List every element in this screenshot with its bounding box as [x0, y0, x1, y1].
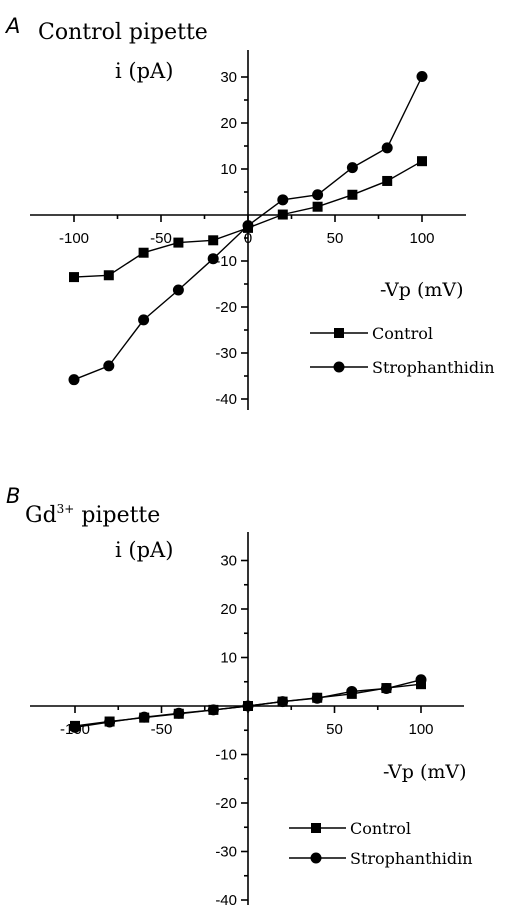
x-tick-label: 100 [408, 721, 433, 738]
y-tick-label: -30 [215, 844, 237, 861]
x-tick-label: -100 [59, 230, 89, 247]
y-tick-label: -40 [215, 391, 237, 408]
strophanthidin-point [311, 692, 323, 704]
control-point [138, 247, 149, 258]
control-point [417, 156, 427, 167]
control-point [277, 209, 288, 220]
control-point [347, 189, 358, 200]
legend-strophanthidin-marker [333, 361, 345, 373]
legend-strophanthidin-label: Strophanthidin [372, 358, 495, 377]
control-point [173, 237, 184, 248]
strophanthidin-point [103, 360, 115, 372]
strophanthidin-point [104, 716, 116, 728]
y-tick-label: 10 [220, 650, 237, 667]
strophanthidin-point [173, 707, 185, 719]
y-tick-label: -20 [215, 299, 237, 316]
panel-a-letter: A [4, 14, 20, 38]
control-point [382, 175, 393, 186]
x-tick-label: -50 [150, 230, 172, 247]
y-tick-label: 30 [220, 553, 237, 570]
y-tick-label: 10 [220, 161, 237, 178]
strophanthidin-point [242, 700, 254, 712]
y-tick-label: 30 [220, 69, 237, 86]
panel-b-title: Gd3+ pipette [25, 502, 160, 528]
panel-a-legend: Control Strophanthidin [310, 324, 495, 377]
strophanthidin-point [69, 721, 81, 733]
panel-b-title-rest: pipette [74, 503, 160, 528]
panel-a-y-axis-label: i (pA) [115, 59, 173, 83]
panel-a: A Control pipette i (pA) -Vp (mV) -100 -5… [4, 14, 495, 410]
x-tick-label: 50 [326, 721, 343, 738]
y-tick-label: -10 [215, 747, 237, 764]
strophanthidin-point [277, 696, 289, 708]
panel-a-title: Control pipette [38, 20, 208, 45]
control-point [103, 270, 114, 281]
panel-b-title-superscript: 3+ [57, 502, 75, 516]
panel-b-letter: B [6, 484, 20, 508]
strophanthidin-point [381, 142, 393, 154]
y-tick-label: 20 [220, 601, 237, 618]
control-point [208, 235, 219, 246]
strophanthidin-point [415, 674, 427, 686]
strophanthidin-point [416, 71, 428, 83]
x-tick-label: 100 [409, 230, 434, 247]
panel-b-y-axis-label: i (pA) [115, 538, 173, 562]
panel-b: B Gd3+ pipette i (pA) -Vp (mV) -100-5050… [6, 484, 473, 909]
y-tick-label: -20 [215, 795, 237, 812]
x-tick-label: -50 [151, 721, 173, 738]
panel-b-legend: Control Strophanthidin [289, 819, 473, 868]
strophanthidin-point [312, 189, 324, 201]
legend-strophanthidin-marker [310, 852, 322, 864]
legend-control-label: Control [372, 324, 433, 343]
strophanthidin-point [172, 284, 184, 296]
strophanthidin-point [138, 711, 150, 723]
y-tick-label: -10 [215, 253, 237, 270]
y-tick-label: 20 [220, 115, 237, 132]
control-point [69, 272, 79, 283]
control-point [312, 201, 323, 212]
panel-b-x-axis-label: -Vp (mV) [383, 761, 467, 783]
strophanthidin-point [277, 194, 289, 206]
strophanthidin-point [207, 253, 219, 265]
panel-a-plot-area [68, 71, 428, 386]
y-tick-label: -30 [215, 345, 237, 362]
strophanthidin-point [242, 220, 254, 232]
legend-strophanthidin-label: Strophanthidin [350, 849, 473, 868]
legend-control-label: Control [350, 819, 411, 838]
panel-b-title-main: Gd [25, 503, 57, 528]
panel-a-x-axis-label: -Vp (mV) [380, 279, 464, 301]
strophanthidin-point [207, 704, 219, 716]
strophanthidin-point [346, 685, 358, 697]
x-tick-label: 50 [327, 230, 344, 247]
y-tick-label: -40 [215, 892, 237, 909]
strophanthidin-point [380, 683, 392, 695]
strophanthidin-point [68, 374, 80, 386]
strophanthidin-point [346, 162, 358, 174]
legend-control-marker [334, 328, 344, 338]
panel-b-plot-area [69, 674, 427, 733]
strophanthidin-point [138, 314, 150, 326]
legend-control-marker [311, 823, 321, 833]
